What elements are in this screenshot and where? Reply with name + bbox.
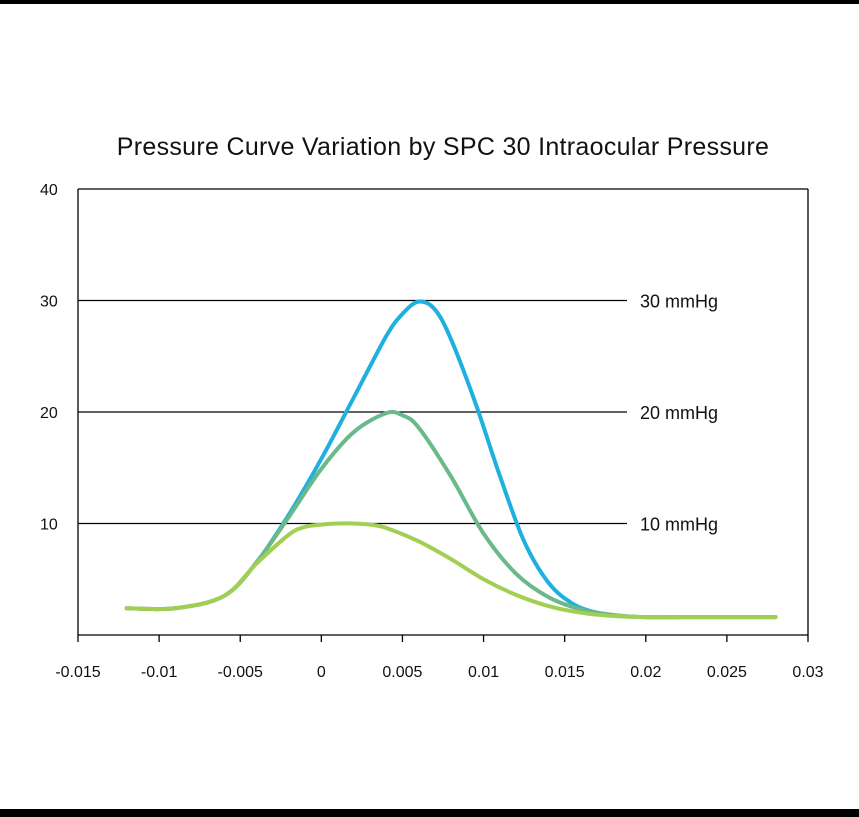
tick-labels: 10 20 30 40 -0.015 -0.01 -0.005 0 0.005 0.01 0.015… [40, 182, 824, 681]
x-tick-label: -0.015 [55, 664, 100, 681]
top-border [0, 0, 859, 4]
x-tick-label: 0 [317, 664, 326, 681]
x-tick-label: 0.005 [382, 664, 422, 681]
x-tick-label: 0.01 [468, 664, 499, 681]
x-tick-label: -0.005 [218, 664, 263, 681]
series-line-3 [124, 521, 778, 620]
reference-label-10: 10 mmHg [640, 515, 718, 535]
reference-label-30: 30 mmHg [640, 292, 718, 312]
x-tick-label: 0.025 [707, 664, 747, 681]
series-lines [124, 299, 778, 620]
y-tick-label: 40 [40, 182, 58, 199]
x-tick-label: 0.02 [630, 664, 661, 681]
chart-title: Pressure Curve Variation by SPC 30 Intra… [116, 133, 770, 161]
reference-lines [78, 299, 627, 525]
chart-axes [77, 188, 809, 642]
y-tick-label: 10 [40, 517, 58, 534]
bottom-border [0, 809, 859, 817]
x-tick-label: 0.015 [545, 664, 585, 681]
reference-labels: 30 mmHg 20 mmHg 10 mmHg [640, 292, 718, 535]
x-tick-label: -0.01 [141, 664, 178, 681]
x-tick-label: 0.03 [792, 664, 823, 681]
series-line-1 [124, 299, 778, 620]
y-tick-label: 30 [40, 294, 58, 311]
y-tick-label: 20 [40, 405, 58, 422]
reference-label-20: 20 mmHg [640, 403, 718, 423]
